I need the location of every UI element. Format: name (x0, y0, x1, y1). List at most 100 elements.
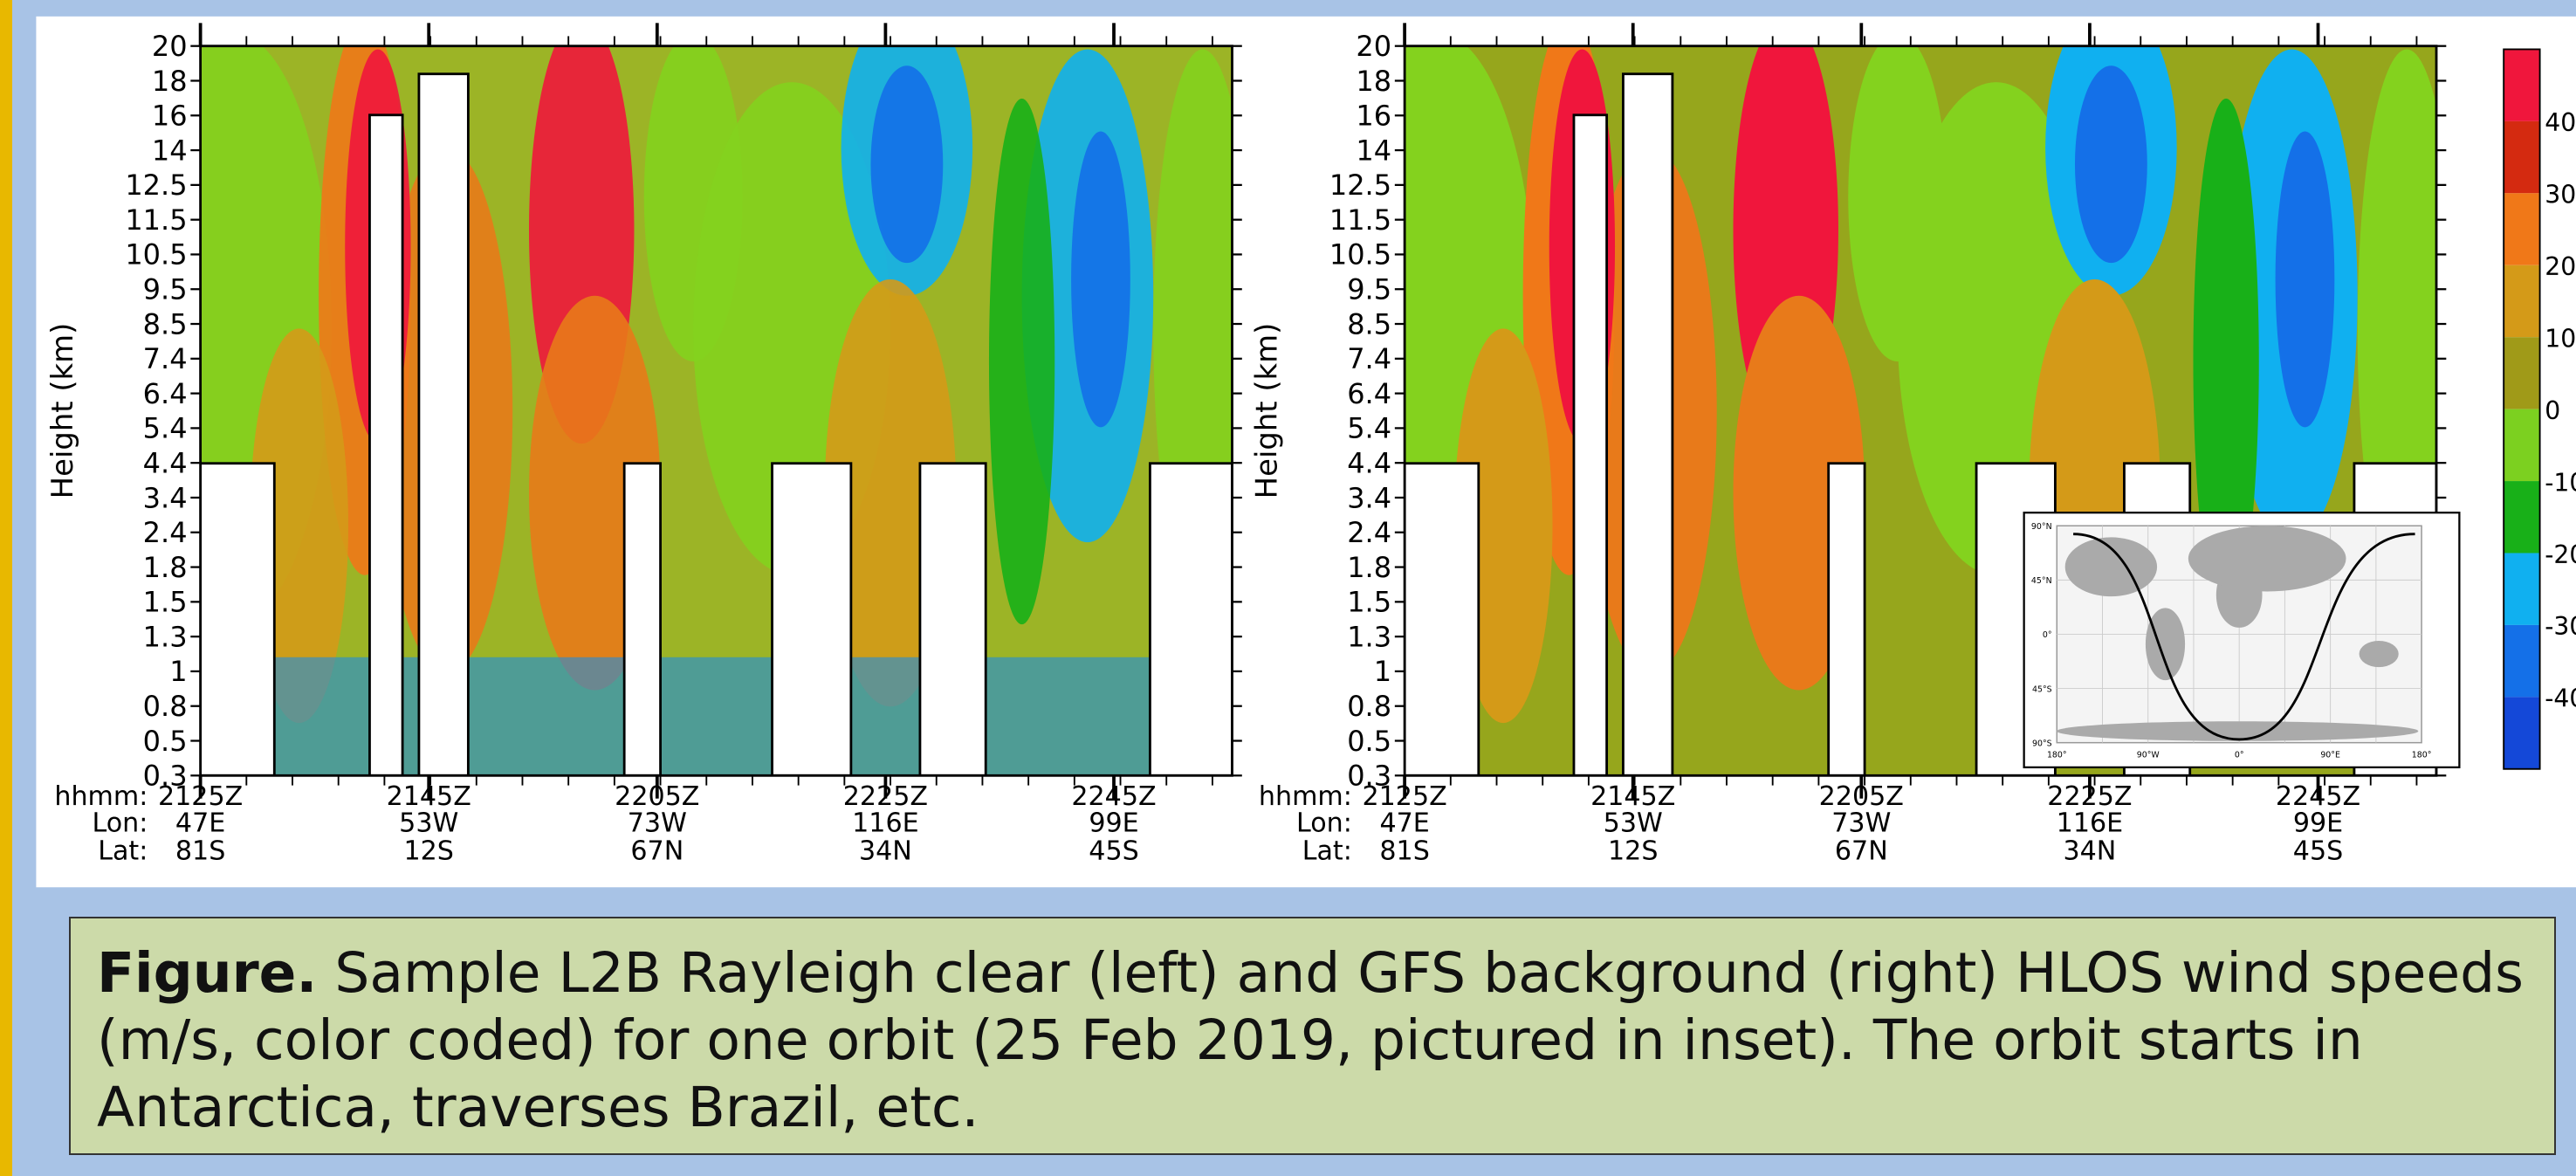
y-tick-label: 11.5 (125, 203, 187, 237)
no-data-region (622, 462, 662, 776)
x-label: 81S (1379, 836, 1429, 866)
x-row-label: hhmm: (1259, 781, 1352, 812)
colorbar-swatch (2504, 697, 2540, 769)
y-tick-label: 10.5 (125, 238, 187, 272)
map-lat-label: 45°S (2032, 684, 2052, 694)
y-tick-label: 16 (1356, 100, 1391, 133)
y-tick-label: 4.4 (143, 446, 188, 479)
x-label: 53W (1604, 808, 1663, 838)
contour-region (988, 98, 1055, 625)
contour-region (2074, 65, 2147, 264)
colorbar-label: 10 (2545, 324, 2576, 353)
caption-text: Sample L2B Rayleigh clear (left) and GFS… (97, 941, 2524, 1139)
y-tick-label: 0.3 (1347, 760, 1391, 793)
x-label: 2125Z (158, 781, 243, 812)
x-label: 99E (2293, 808, 2343, 838)
x-label: 116E (852, 808, 919, 838)
contour-region (870, 65, 944, 264)
y-tick-label: 4.4 (1347, 446, 1391, 479)
y-tick-label: 0.3 (143, 760, 188, 793)
y-tick-label: 1.3 (1347, 620, 1391, 653)
no-data-region (771, 462, 853, 776)
y-tick-label: 1 (1374, 655, 1391, 688)
colorbar-swatch (2504, 265, 2540, 338)
y-tick-label: 11.5 (1329, 203, 1391, 237)
y-tick-label: 5.4 (1347, 412, 1391, 445)
x-label: 47E (1379, 808, 1429, 838)
colorbar-swatch (2504, 409, 2540, 482)
no-data-region (368, 113, 404, 776)
y-tick-label: 0.5 (1347, 725, 1391, 758)
y-tick-label: 12.5 (125, 168, 187, 202)
x-row-label: hhmm: (54, 781, 148, 812)
y-tick-label: 9.5 (1347, 273, 1391, 306)
x-label: 45S (2293, 836, 2343, 866)
map-lat-label: 90°S (2032, 739, 2052, 748)
plot-frame (1403, 45, 2438, 777)
x-label: 2205Z (1819, 781, 1904, 812)
land (2359, 640, 2399, 668)
x-label: 2145Z (387, 781, 471, 812)
contour-region (2275, 131, 2335, 428)
colorbar-swatch (2504, 553, 2540, 625)
y-axis-label: Height (km) (1249, 323, 1283, 499)
x-label: 34N (2064, 836, 2117, 866)
x-row-label: Lat: (98, 836, 148, 866)
y-tick-label: 1 (169, 655, 187, 688)
x-row-label: Lat: (1302, 836, 1352, 866)
x-label: 2205Z (615, 781, 699, 812)
caption-bold: Figure. (97, 941, 318, 1005)
no-data-region (200, 462, 276, 776)
x-label: 73W (628, 808, 687, 838)
colorbar-label: 20 (2545, 252, 2576, 281)
colorbar-swatch (2504, 481, 2540, 554)
land (2064, 537, 2158, 597)
y-tick-label: 16 (152, 100, 188, 133)
x-label: 2125Z (1362, 781, 1446, 812)
x-label: 2225Z (2047, 781, 2132, 812)
colorbar-swatch (2504, 337, 2540, 409)
contour-field (200, 45, 1233, 776)
colorbar-label: 30 (2545, 181, 2576, 210)
y-tick-label: 1.5 (1347, 586, 1391, 619)
y-tick-label: 1.5 (143, 586, 188, 619)
map-lat-label: 0° (2043, 630, 2052, 640)
y-tick-label: 0.8 (143, 690, 188, 723)
y-tick-label: 8.5 (1347, 307, 1391, 340)
y-tick-label: 2.4 (1347, 516, 1391, 549)
no-data-region (1148, 462, 1233, 776)
y-tick-label: 0.5 (143, 725, 188, 758)
land (2057, 721, 2419, 741)
colorbar-swatch (2504, 193, 2540, 265)
x-label: 45S (1089, 836, 1138, 866)
map-lat-label: 90°N (2031, 522, 2052, 532)
x-row-label: Lon: (1296, 808, 1352, 838)
x-label: 67N (630, 836, 683, 866)
y-tick-label: 18 (1356, 65, 1391, 98)
y-tick-label: 9.5 (143, 273, 188, 306)
y-tick-label: 12.5 (1329, 168, 1391, 202)
y-tick-label: 5.4 (143, 412, 188, 445)
colorbar-label: 0 (2545, 396, 2560, 425)
figure: 2018161412.511.510.59.58.57.46.45.44.43.… (36, 16, 2576, 888)
y-tick-label: 1.3 (143, 620, 188, 653)
no-data-region (1572, 113, 1609, 776)
map-lat-label: 45°N (2031, 576, 2052, 586)
no-data-region (1827, 462, 1866, 776)
colorbar-label: 40 (2545, 108, 2576, 137)
orbit-track (2073, 533, 2415, 741)
map-lon-label: 180° (2047, 751, 2067, 760)
y-tick-label: 3.4 (143, 481, 188, 514)
x-label: 12S (1608, 836, 1658, 866)
land (2188, 526, 2346, 592)
x-label: 2145Z (1590, 781, 1675, 812)
y-tick-label: 1.8 (1347, 551, 1391, 584)
y-tick-label: 1.8 (143, 551, 188, 584)
x-label: 47E (175, 808, 225, 838)
x-label: 99E (1089, 808, 1138, 838)
contour-region (2193, 98, 2259, 625)
y-tick-label: 20 (1356, 30, 1391, 63)
x-label: 2245Z (1071, 781, 1156, 812)
y-axis-label: Height (km) (45, 323, 79, 499)
colorbar-label: -20 (2545, 540, 2576, 569)
